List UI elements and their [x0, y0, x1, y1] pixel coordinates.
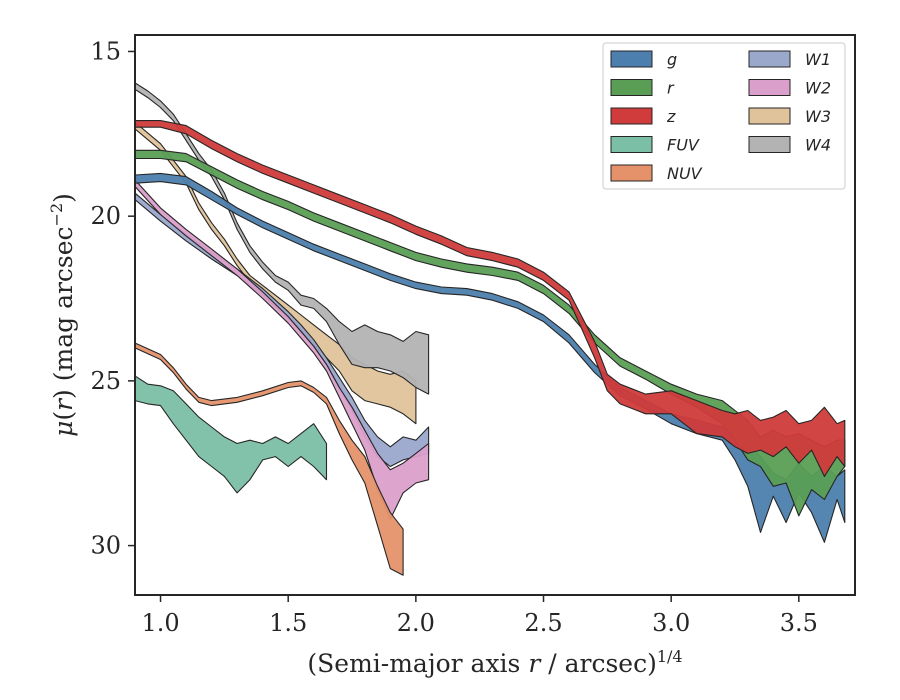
y-tick-label: 20 [90, 202, 121, 230]
y-axis-label-sup: −2 [47, 203, 66, 227]
y-tick-label: 25 [90, 367, 121, 395]
legend-swatch-r [610, 79, 653, 96]
legend-label-z: z [666, 107, 676, 126]
x-tick-label: 1.5 [269, 609, 307, 637]
legend-label-g: g [667, 50, 677, 69]
band-fuv [135, 375, 328, 494]
legend-swatch-fuv [610, 136, 653, 153]
y-axis-label-var: r [49, 397, 78, 411]
legend-label-r: r [667, 79, 675, 98]
y-tick-label: 15 [90, 37, 121, 65]
y-axis: 15 20 25 30 [90, 37, 135, 560]
band-g [135, 172, 846, 543]
legend-swatch-g [610, 50, 653, 68]
x-tick-label: 1.0 [141, 609, 179, 637]
x-tick-label: 3.5 [780, 609, 818, 637]
x-axis-label-sup: 1/4 [657, 647, 683, 666]
y-axis-label: μ(r) (mag arcsec−2) [47, 193, 78, 437]
legend-swatch-w1 [748, 50, 791, 68]
band-w2 [135, 179, 430, 520]
legend-label-w3: W3 [805, 107, 831, 126]
legend-swatch-z [610, 107, 653, 125]
legend-label-fuv: FUV [667, 136, 700, 155]
legend-label-w4: W4 [805, 136, 831, 155]
legend-swatch-w2 [748, 79, 791, 96]
legend-swatch-w4 [748, 136, 791, 153]
band-nuv [135, 342, 404, 576]
legend-label-nuv: NUV [667, 164, 703, 183]
x-axis-label-var: r [528, 649, 542, 678]
legend: grz FUV NUV W1 W2 W3 W4 [602, 42, 846, 190]
x-axis: 1.0 1.5 2.0 2.5 3.0 3.5 [141, 595, 818, 637]
y-axis-label-end: ) [49, 193, 78, 203]
x-axis-label-post: / arcsec) [540, 649, 657, 678]
profile-bands [135, 82, 846, 576]
x-tick-label: 3.0 [652, 609, 690, 637]
y-axis-label-unit: ) (mag arcsec [49, 226, 78, 399]
legend-swatch-w3 [748, 107, 791, 125]
legend-swatch-nuv [610, 164, 653, 182]
legend-label-w2: W2 [805, 79, 831, 98]
plot-frame [134, 34, 856, 596]
x-tick-label: 2.0 [397, 609, 435, 637]
x-axis-label: (Semi-major axis r / arcsec)1/4 [307, 647, 682, 678]
legend-label-w1: W1 [805, 50, 831, 69]
x-tick-label: 2.5 [524, 609, 562, 637]
band-z [135, 120, 846, 477]
y-tick-label: 30 [90, 532, 121, 560]
y-axis-label-mu: μ [49, 421, 78, 437]
x-axis-label-pre: (Semi-major axis [307, 649, 528, 678]
y-axis-label-open: ( [49, 411, 78, 421]
